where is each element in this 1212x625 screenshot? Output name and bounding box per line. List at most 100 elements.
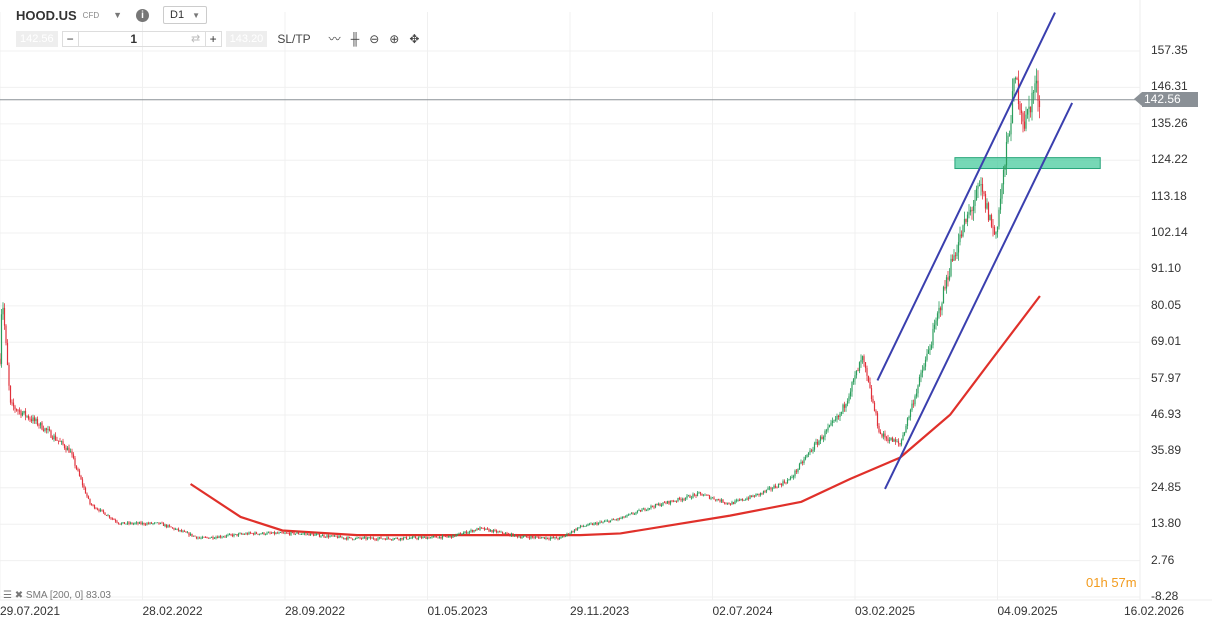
- line-chart-icon[interactable]: 〰: [328, 32, 341, 46]
- candle-body: [704, 494, 706, 496]
- candle-body: [807, 452, 810, 455]
- candle-body: [464, 531, 466, 533]
- date-tick: 28.09.2022: [285, 604, 346, 618]
- settings-icon[interactable]: ☰: [3, 590, 12, 601]
- candle-body: [141, 522, 144, 524]
- candle-body: [1004, 165, 1006, 170]
- candle-body: [1010, 123, 1012, 135]
- move-icon[interactable]: ✥: [409, 31, 420, 46]
- candle-body: [849, 391, 852, 397]
- candle-body: [864, 362, 867, 369]
- candle-body: [762, 491, 765, 494]
- swap-icon[interactable]: ⇄: [191, 33, 201, 45]
- candle-body: [750, 495, 753, 497]
- candle-body: [975, 188, 978, 200]
- candle-body: [1013, 79, 1015, 92]
- candle-body: [479, 527, 481, 530]
- candle-body: [200, 537, 202, 539]
- sell-price-button[interactable]: 142.56: [16, 30, 58, 47]
- candle-body: [998, 209, 1000, 227]
- candle-body: [668, 501, 670, 504]
- candle-body: [1038, 100, 1041, 108]
- candle-body: [174, 528, 177, 530]
- candle-body: [66, 447, 69, 451]
- candle-body: [9, 385, 12, 403]
- candle-body: [348, 537, 351, 538]
- zoom-in-icon[interactable]: ⊕: [389, 31, 400, 46]
- candle-body: [324, 536, 327, 538]
- candle-body: [51, 437, 54, 440]
- candle-body: [423, 536, 426, 538]
- candle-body: [417, 537, 420, 539]
- increase-button[interactable]: +: [204, 31, 221, 46]
- candle-body: [729, 504, 732, 505]
- candle-body: [534, 536, 537, 538]
- candle-body: [20, 410, 22, 416]
- candle-body: [549, 537, 552, 540]
- candle-body: [279, 532, 282, 533]
- candle-body: [1019, 104, 1021, 111]
- candle-body: [293, 532, 295, 535]
- candle-body: [851, 382, 853, 392]
- candle-body: [285, 532, 288, 534]
- candle-body: [380, 537, 382, 539]
- decrease-button[interactable]: −: [63, 31, 79, 46]
- candle-body: [797, 468, 799, 472]
- symbol-label[interactable]: HOOD.US: [16, 7, 77, 23]
- candle-body: [950, 258, 952, 276]
- candle-body: [215, 537, 217, 539]
- info-icon[interactable]: i: [136, 8, 150, 22]
- candle-body: [867, 375, 870, 382]
- candle-body: [50, 430, 52, 438]
- candle-body: [866, 368, 868, 376]
- candle-body: [327, 535, 330, 538]
- candle-body: [576, 528, 579, 531]
- candle-body: [74, 458, 76, 466]
- candle-body: [884, 433, 886, 438]
- candle-body: [378, 537, 381, 539]
- candle-body: [161, 522, 163, 524]
- candle-body: [227, 534, 229, 536]
- candle-body: [629, 513, 631, 515]
- candle-body: [188, 532, 190, 536]
- candle-body: [225, 535, 228, 537]
- candle-body: [1028, 106, 1030, 110]
- candle-body: [113, 518, 115, 520]
- candle-body: [752, 495, 754, 497]
- candle-body: [948, 275, 951, 280]
- candle-body: [1022, 113, 1024, 122]
- candle-body: [276, 532, 279, 534]
- zoom-out-icon[interactable]: ⊖: [369, 31, 380, 46]
- candle-body: [452, 534, 454, 538]
- timeframe-select[interactable]: D1 ▼: [163, 6, 208, 24]
- quantity-input[interactable]: 1: [130, 31, 137, 46]
- candle-body: [555, 537, 558, 539]
- candle-body: [1034, 83, 1036, 93]
- candle-body: [87, 496, 90, 499]
- candle-body: [488, 529, 490, 532]
- close-icon[interactable]: ✖: [14, 590, 24, 601]
- quantity-stepper[interactable]: − 1 ⇄ +: [61, 30, 222, 47]
- sltp-button[interactable]: SL/TP: [277, 31, 311, 46]
- candle-body: [540, 537, 543, 539]
- candle-body: [806, 454, 808, 457]
- buy-price-button[interactable]: 143.20: [225, 30, 268, 47]
- channel-upper-line: [876, 12, 1056, 381]
- candle-body: [213, 538, 216, 540]
- candle-body: [606, 520, 609, 522]
- candlestick-icon[interactable]: ╫: [350, 31, 360, 46]
- chevron-down-icon[interactable]: ▼: [113, 10, 123, 20]
- candle-body: [450, 536, 453, 538]
- candle-body: [774, 485, 777, 488]
- candle-body: [725, 502, 727, 504]
- candle-body: [620, 517, 622, 519]
- candle-body: [416, 538, 418, 540]
- candle-body: [1001, 184, 1003, 199]
- candle-body: [531, 536, 534, 538]
- candle-body: [143, 522, 145, 525]
- candle-body: [29, 418, 31, 420]
- candle-body: [27, 415, 30, 419]
- candle-body: [249, 532, 252, 534]
- candle-body: [197, 537, 199, 539]
